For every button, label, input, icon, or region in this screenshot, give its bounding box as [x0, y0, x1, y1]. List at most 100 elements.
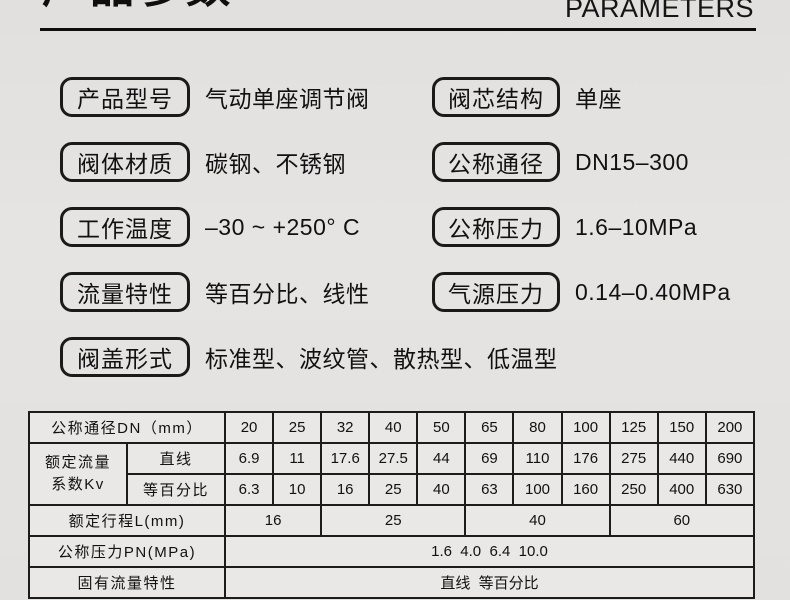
param-bonnet-type: 阀盖形式 标准型、波纹管、散热型、低温型 — [60, 337, 557, 377]
param-label-box: 阀盖形式 — [60, 337, 190, 377]
param-row-1: 产品型号 气动单座调节阀 阀芯结构 单座 — [60, 77, 622, 117]
kv-eqpct-value-cell: 250 — [608, 473, 659, 506]
param-value: 等百分比、线性 — [205, 281, 370, 307]
param-label: 阀体材质 — [77, 151, 173, 177]
stroke-value-cell: 40 — [464, 504, 611, 537]
kv-eqpct-value-cell: 40 — [416, 473, 467, 506]
param-body-material: 阀体材质 碳钢、不锈钢 — [60, 142, 432, 182]
stroke-label-cell: 额定行程L(mm) — [28, 504, 226, 537]
flow-value-cell: 直线 等百分比 — [224, 566, 755, 599]
dn-value-cell: 100 — [560, 411, 611, 444]
param-product-model: 产品型号 气动单座调节阀 — [60, 77, 432, 117]
param-trim-structure: 阀芯结构 单座 — [432, 77, 622, 117]
param-air-supply-pressure: 气源压力 0.14–0.40MPa — [432, 272, 731, 312]
kv-linear-value-cell: 440 — [656, 442, 707, 475]
param-row-3: 工作温度 –30 ~ +250° C 公称压力 1.6–10MPa — [60, 207, 697, 247]
kv-linear-value-cell: 110 — [512, 442, 563, 475]
pn-label-cell: 公称压力PN(MPa) — [28, 535, 226, 568]
param-label-box: 阀体材质 — [60, 142, 190, 182]
param-value: 气动单座调节阀 — [205, 86, 370, 112]
param-label-box: 流量特性 — [60, 272, 190, 312]
kv-group-label-line1: 额定流量 — [44, 454, 111, 472]
kv-linear-value-cell: 27.5 — [368, 442, 419, 475]
kv-linear-value-cell: 6.9 — [223, 442, 275, 475]
kv-eqpct-value-cell: 63 — [464, 473, 515, 506]
kv-eqpct-label-cell: 等百分比 — [126, 473, 226, 506]
param-label: 气源压力 — [448, 281, 544, 307]
dn-value-cell: 125 — [608, 411, 659, 444]
kv-eqpct-value-cell: 16 — [320, 473, 371, 506]
kv-eqpct-value-cell: 25 — [368, 473, 419, 506]
dn-value-cell: 150 — [656, 411, 707, 444]
param-label-box: 产品型号 — [60, 77, 190, 117]
page-title-cn: 产品参数 — [42, 0, 234, 10]
pn-value-cell: 1.6 4.0 6.4 10.0 — [224, 535, 755, 568]
kv-eqpct-value-cell: 400 — [656, 473, 707, 506]
stroke-value-cell: 60 — [608, 504, 756, 537]
dn-value-cell: 32 — [320, 411, 371, 444]
param-label: 产品型号 — [77, 86, 173, 112]
dn-value-cell: 80 — [512, 411, 563, 444]
param-label: 阀盖形式 — [77, 346, 173, 372]
kv-linear-value-cell: 69 — [464, 442, 515, 475]
kv-eqpct-row: 等百分比 6.3 10 16 25 40 63 100 160 250 400 … — [29, 473, 756, 506]
dn-value-cell: 65 — [464, 411, 515, 444]
param-value: 碳钢、不锈钢 — [205, 151, 346, 177]
param-label: 公称压力 — [448, 216, 544, 242]
dn-value-cell: 20 — [223, 411, 275, 444]
param-value: 标准型、波纹管、散热型、低温型 — [205, 346, 558, 372]
stroke-value-cell: 25 — [320, 504, 467, 537]
kv-eqpct-value-cell: 160 — [560, 473, 611, 506]
param-label: 流量特性 — [77, 281, 173, 307]
param-nominal-pressure: 公称压力 1.6–10MPa — [432, 207, 697, 247]
kv-group-label-line2: 系数Kv — [51, 476, 105, 493]
kv-linear-value-cell: 176 — [560, 442, 611, 475]
param-label: 阀芯结构 — [448, 86, 544, 112]
kv-linear-value-cell: 11 — [272, 442, 323, 475]
param-value: 1.6–10MPa — [575, 213, 698, 240]
param-label-box: 公称通径 — [432, 142, 560, 182]
kv-eqpct-value-cell: 10 — [272, 473, 323, 506]
dn-value-cell: 200 — [704, 411, 756, 444]
flow-label-cell: 固有流量特性 — [28, 566, 226, 599]
spec-table-container: 公称通径DN（mm） 20 25 32 40 50 65 80 100 125 … — [28, 411, 756, 599]
flow-row: 固有流量特性 直线 等百分比 — [28, 566, 755, 599]
page-title-en: PARAMETERS — [564, 0, 754, 23]
stroke-value-cell: 16 — [223, 504, 323, 537]
param-label: 工作温度 — [77, 216, 173, 242]
param-row-2: 阀体材质 碳钢、不锈钢 公称通径 DN15–300 — [60, 142, 689, 182]
kv-linear-value-cell: 275 — [608, 442, 659, 475]
dn-header-cell: 公称通径DN（mm） — [28, 411, 226, 444]
title-underline — [40, 28, 756, 31]
param-value: 0.14–0.40MPa — [575, 278, 731, 305]
kv-linear-row: 额定流量 系数Kv 直线 6.9 11 17.6 27.5 44 69 110 … — [28, 442, 756, 506]
dn-value-cell: 40 — [368, 411, 419, 444]
param-nominal-diameter: 公称通径 DN15–300 — [432, 142, 689, 182]
kv-group-cell: 额定流量 系数Kv — [28, 442, 128, 506]
param-label-box: 阀芯结构 — [432, 77, 560, 117]
param-row-4: 流量特性 等百分比、线性 气源压力 0.14–0.40MPa — [60, 272, 731, 312]
param-value: –30 ~ +250° C — [205, 213, 361, 240]
dn-value-cell: 25 — [272, 411, 323, 444]
kv-linear-value-cell: 17.6 — [320, 442, 371, 475]
dn-header-row: 公称通径DN（mm） 20 25 32 40 50 65 80 100 125 … — [28, 411, 756, 444]
param-working-temperature: 工作温度 –30 ~ +250° C — [60, 207, 432, 247]
kv-eqpct-value-cell: 6.3 — [223, 473, 275, 506]
param-row-5: 阀盖形式 标准型、波纹管、散热型、低温型 — [60, 337, 557, 377]
kv-linear-value-cell: 44 — [416, 442, 467, 475]
pn-row: 公称压力PN(MPa) 1.6 4.0 6.4 10.0 — [28, 535, 755, 568]
kv-linear-value-cell: 690 — [704, 442, 756, 475]
kv-eqpct-value-cell: 100 — [512, 473, 563, 506]
param-label-box: 公称压力 — [432, 207, 560, 247]
param-value: DN15–300 — [575, 148, 689, 175]
param-value: 单座 — [575, 86, 622, 112]
param-label-box: 工作温度 — [60, 207, 190, 247]
kv-eqpct-value-cell: 630 — [704, 473, 756, 506]
param-label-box: 气源压力 — [432, 272, 560, 312]
param-flow-characteristic: 流量特性 等百分比、线性 — [60, 272, 432, 312]
spec-table: 公称通径DN（mm） 20 25 32 40 50 65 80 100 125 … — [28, 411, 756, 599]
dn-value-cell: 50 — [416, 411, 467, 444]
kv-linear-label-cell: 直线 — [126, 442, 226, 475]
param-label: 公称通径 — [448, 151, 544, 177]
stroke-row: 额定行程L(mm) 16 25 40 60 — [28, 504, 756, 537]
